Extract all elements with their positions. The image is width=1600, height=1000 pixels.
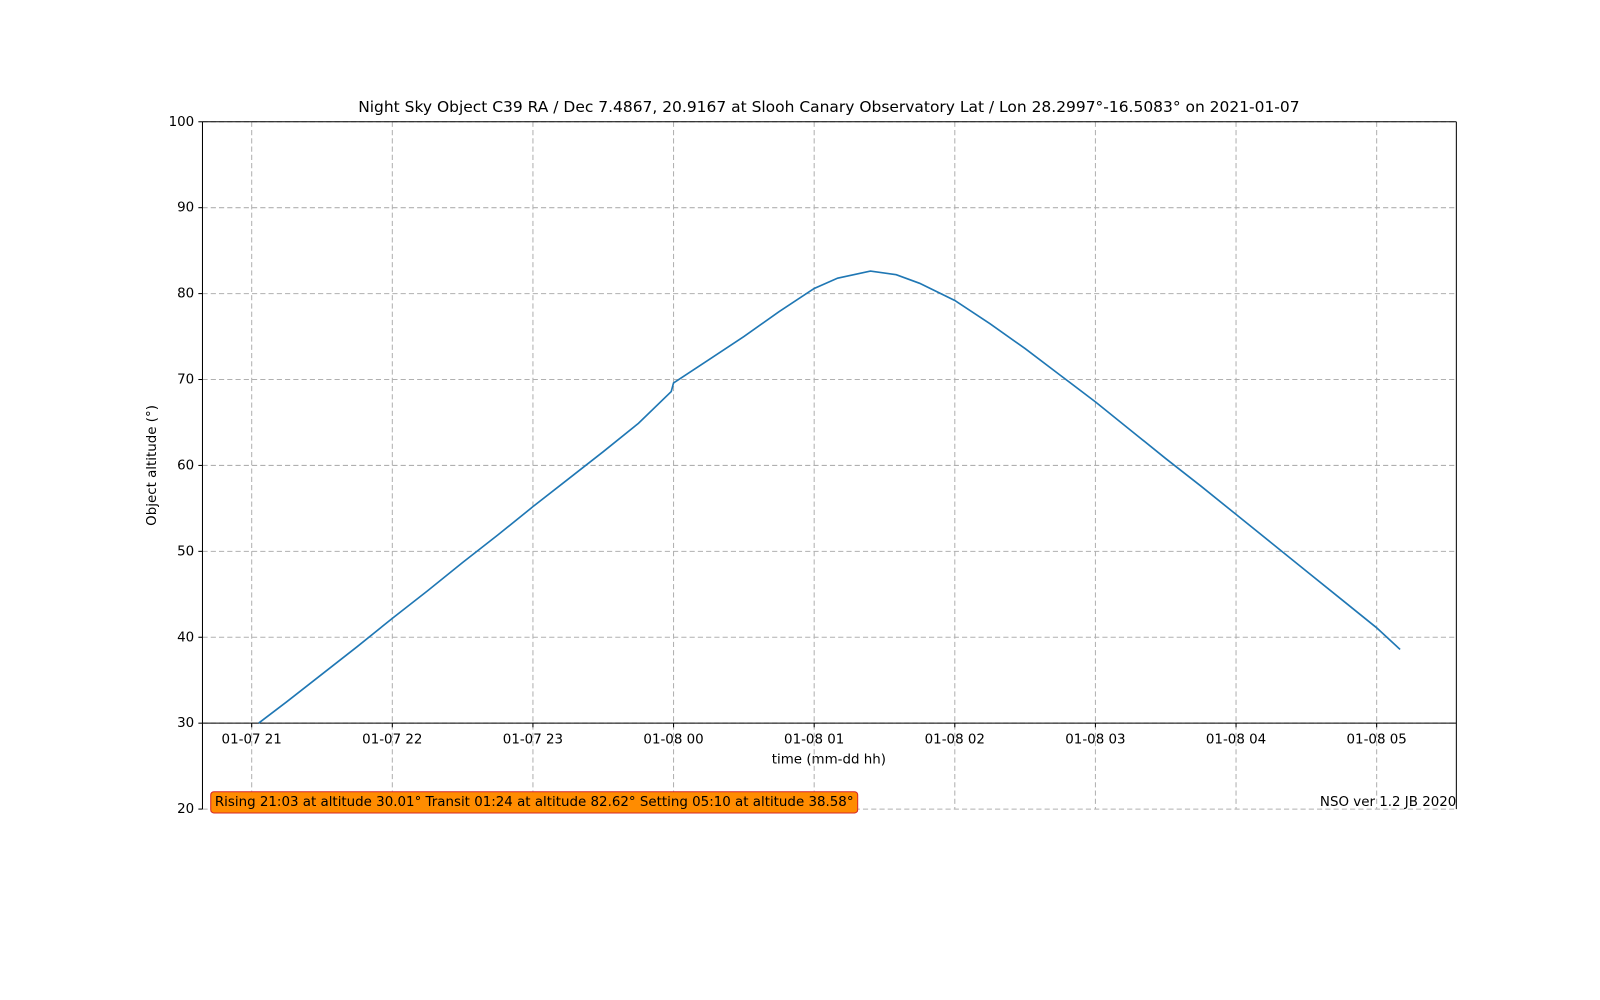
x-axis-label: time (mm-dd hh) (772, 753, 886, 768)
x-tick-label: 01-08 05 (1347, 733, 1407, 748)
data-line (258, 270, 1401, 724)
x-tick-label: 01-08 00 (643, 733, 703, 748)
y-axis-label: Object altitude (°) (145, 405, 160, 526)
y-tick-label: 60 (177, 458, 194, 473)
y-tick-label: 40 (177, 630, 194, 645)
x-tick-label: 01-08 02 (925, 733, 985, 748)
y-tick-label: 80 (177, 287, 194, 302)
x-tick-label: 01-08 04 (1206, 733, 1266, 748)
chart-title: Night Sky Object C39 RA / Dec 7.4867, 20… (358, 98, 1299, 116)
y-tick-label: 20 (177, 802, 194, 817)
x-tick-label: 01-07 21 (222, 733, 282, 748)
x-tick-label: 01-07 23 (503, 733, 563, 748)
footer: NSO ver 1.2 JB 2020 (1320, 795, 1456, 810)
annotation: Rising 21:03 at altitude 30.01° Transit … (215, 795, 854, 810)
y-tick-label: 70 (177, 373, 194, 388)
y-tick-label: 50 (177, 544, 194, 559)
annotation-box (210, 791, 859, 814)
y-tick-label: 30 (177, 716, 194, 731)
y-tick-label: 100 (169, 115, 195, 130)
x-tick-label: 01-08 03 (1065, 733, 1125, 748)
x-tick-label: 01-08 01 (784, 733, 844, 748)
x-tick-label: 01-07 22 (362, 733, 422, 748)
y-tick-label: 90 (177, 201, 194, 216)
